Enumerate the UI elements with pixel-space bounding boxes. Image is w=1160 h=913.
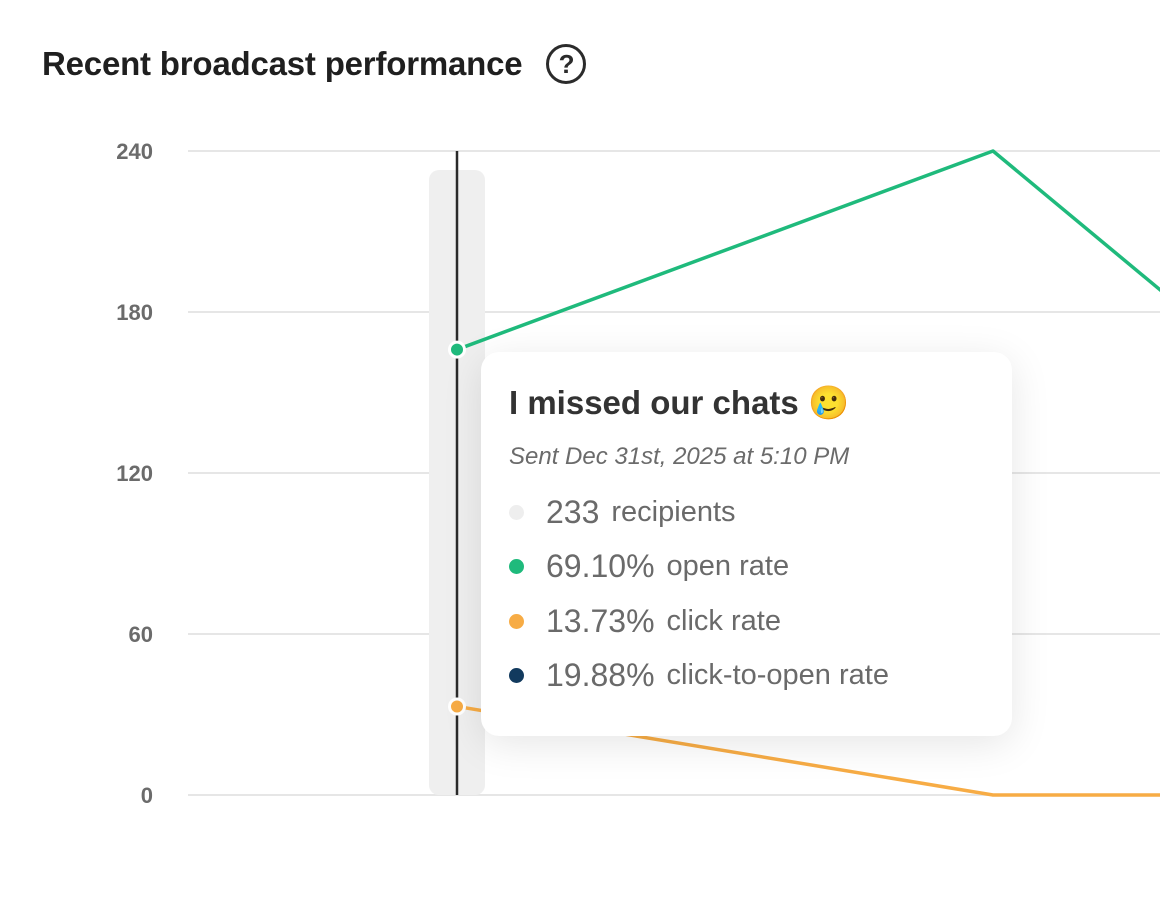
- crying-smile-emoji-icon: 🥲: [807, 384, 850, 421]
- y-tick-label: 180: [116, 300, 153, 325]
- metric-value: 69.10%: [546, 548, 655, 585]
- y-tick-label: 0: [141, 783, 153, 808]
- tooltip-sent-date: Sent Dec 31st, 2025 at 5:10 PM: [509, 443, 850, 470]
- metric-label: click rate: [666, 604, 781, 637]
- y-tick-label: 60: [129, 622, 153, 647]
- legend-dot-icon: [509, 559, 524, 575]
- tooltip-row: 19.88% click-to-open rate: [509, 649, 984, 704]
- chart-tooltip: I missed our chats 🥲 Sent Dec 31st, 2025…: [481, 352, 1012, 736]
- chart-header: Recent broadcast performance ?: [42, 44, 587, 84]
- legend-dot-icon: [509, 504, 524, 520]
- metric-value: 13.73%: [546, 602, 655, 639]
- metric-value: 233: [546, 493, 600, 530]
- legend-dot-icon: [509, 613, 524, 629]
- tooltip-title-text: I missed our chats: [509, 384, 799, 421]
- metric-value: 19.88%: [546, 657, 655, 694]
- question-circle-icon[interactable]: ?: [546, 44, 587, 84]
- y-tick-label: 120: [116, 461, 153, 486]
- y-tick-label: 240: [116, 139, 153, 164]
- tooltip-row: 13.73% click rate: [509, 594, 984, 649]
- metric-label: recipients: [611, 495, 736, 528]
- metric-label: click-to-open rate: [666, 659, 889, 692]
- metric-label: open rate: [666, 550, 790, 583]
- tooltip-row: 69.10% open rate: [509, 540, 984, 595]
- data-point-open: [448, 340, 466, 359]
- legend-dot-icon: [509, 668, 524, 684]
- data-point-click: [448, 697, 466, 716]
- tooltip-row: 233 recipients: [509, 485, 984, 540]
- series-line-open: [456, 149, 1160, 352]
- tooltip-title: I missed our chats 🥲: [509, 384, 984, 423]
- page-title: Recent broadcast performance: [42, 45, 523, 82]
